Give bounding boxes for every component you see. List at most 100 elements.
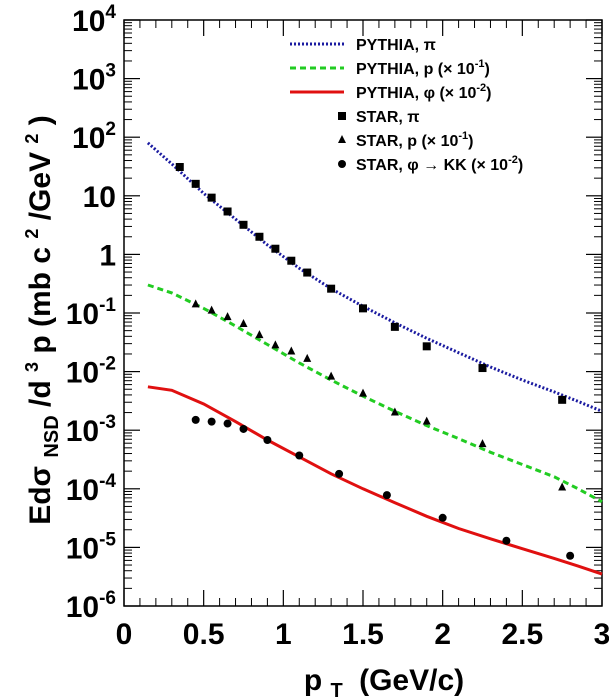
x-tick-label: 0.5 — [183, 618, 225, 651]
data-point — [191, 415, 200, 424]
y-label-end: ) — [24, 115, 57, 125]
series-2 — [147, 283, 603, 504]
legend-label: STAR, π — [356, 109, 420, 126]
series-line — [147, 283, 603, 504]
x-axis-label: p T (GeV/c) — [304, 664, 464, 700]
y-tick-label: 10 — [83, 181, 116, 214]
y-label-sub: NSD — [41, 415, 63, 457]
y-label-mid: /d — [24, 380, 57, 407]
y-tick-label: 1 — [99, 239, 116, 272]
plot-frame — [123, 19, 603, 607]
series-5 — [191, 299, 567, 491]
y-tick-label: 103 — [72, 61, 116, 97]
legend: PYTHIA, π PYTHIA, p (× 10-1) PYTHIA, φ (× … — [290, 37, 523, 174]
legend-marker — [338, 160, 346, 168]
y-tick-label: 10-6 — [66, 588, 116, 624]
data-point — [271, 244, 280, 253]
data-point — [558, 395, 567, 404]
series-4 — [175, 163, 567, 404]
x-tick-label: 1.5 — [342, 618, 384, 651]
series-3 — [147, 385, 603, 576]
legend-marker — [338, 112, 346, 120]
y-axis-label: Edσ NSD /d 3 p (mb c 2 /GeV 2 ) — [12, 115, 65, 525]
data-point — [558, 482, 567, 491]
data-point — [287, 256, 296, 265]
y-tick-label: 10-3 — [66, 412, 116, 448]
data-point — [223, 419, 232, 428]
y-tick-label: 102 — [72, 119, 116, 155]
x-axis-label-main: p — [304, 664, 322, 697]
series-group — [146, 141, 603, 576]
data-point — [191, 179, 200, 188]
data-point — [303, 353, 312, 362]
legend-label: PYTHIA, p (× 10-1) — [356, 58, 490, 78]
data-point — [359, 388, 367, 397]
data-point — [287, 346, 296, 355]
x-tick-label: 0 — [116, 618, 133, 651]
data-point — [271, 340, 280, 349]
data-point — [502, 536, 511, 545]
data-point — [438, 513, 447, 522]
legend-item-2: PYTHIA, p (× 10-1) — [290, 58, 490, 78]
series-line — [147, 385, 603, 576]
legend-item-3: PYTHIA, φ (× 10-2) — [290, 82, 491, 102]
x-tick-label: 2 — [434, 618, 451, 651]
x-tick-label: 2.5 — [501, 618, 543, 651]
data-point — [382, 491, 391, 500]
x-axis-label-unit: (GeV/c) — [359, 664, 464, 697]
data-point — [223, 312, 232, 321]
legend-marker — [338, 135, 346, 143]
y-label-post: p (mb c — [24, 247, 57, 354]
data-point — [255, 232, 264, 241]
y-tick-label: 10-5 — [66, 529, 117, 565]
x-axis-label-subscript: T — [331, 680, 343, 700]
data-point — [422, 342, 431, 351]
data-point — [295, 451, 304, 460]
y-tick-label: 10-4 — [66, 471, 117, 507]
data-point — [239, 318, 248, 327]
legend-item-5: STAR, p (× 10-1) — [338, 130, 474, 150]
data-point — [359, 304, 367, 313]
legend-item-1: PYTHIA, π — [290, 37, 436, 54]
y-label-sup3: 3 — [22, 362, 42, 372]
data-point — [478, 439, 487, 448]
y-label-sup2a: 2 — [22, 229, 42, 239]
y-tick-label: 104 — [72, 2, 116, 38]
y-tick-label: 10-2 — [66, 354, 116, 390]
data-point — [263, 436, 272, 445]
legend-item-4: STAR, π — [338, 109, 420, 126]
data-point — [191, 299, 200, 308]
data-point — [207, 305, 216, 314]
x-tick-label: 1 — [275, 618, 292, 651]
data-point — [335, 469, 344, 478]
data-point — [390, 407, 399, 416]
axis-ticks — [123, 19, 603, 607]
data-point — [478, 364, 487, 373]
series-1 — [146, 141, 603, 413]
y-tick-labels: 10-6 10-5 10-4 10-3 10-2 10-1 1 10 102 103 104 — [66, 2, 117, 624]
data-point — [390, 322, 399, 331]
y-tick-label: 10-1 — [66, 295, 117, 331]
legend-label: PYTHIA, φ (× 10-2) — [356, 82, 491, 102]
data-point — [207, 417, 216, 426]
data-point — [223, 207, 232, 216]
data-point — [239, 220, 248, 229]
legend-label: STAR, φ → KK (× 10-2) — [356, 154, 523, 174]
x-tick-labels: 0 0.5 1 1.5 2 2.5 3 — [116, 618, 609, 651]
x-tick-label: 3 — [594, 618, 609, 651]
series-6 — [191, 415, 575, 560]
y-label-post2: /GeV — [24, 152, 57, 220]
y-label-sup2b: 2 — [22, 134, 42, 144]
legend-label: PYTHIA, π — [356, 37, 436, 54]
legend-item-6: STAR, φ → KK (× 10-2) — [338, 154, 523, 174]
data-point — [303, 268, 312, 277]
data-point — [255, 330, 264, 339]
data-point — [239, 424, 248, 433]
series-line — [146, 141, 603, 413]
data-point — [327, 284, 336, 293]
data-point — [422, 416, 431, 425]
legend-label: STAR, p (× 10-1) — [356, 130, 474, 150]
y-label-pre: Edσ — [24, 466, 57, 525]
data-point — [175, 163, 184, 172]
data-point — [327, 371, 336, 380]
